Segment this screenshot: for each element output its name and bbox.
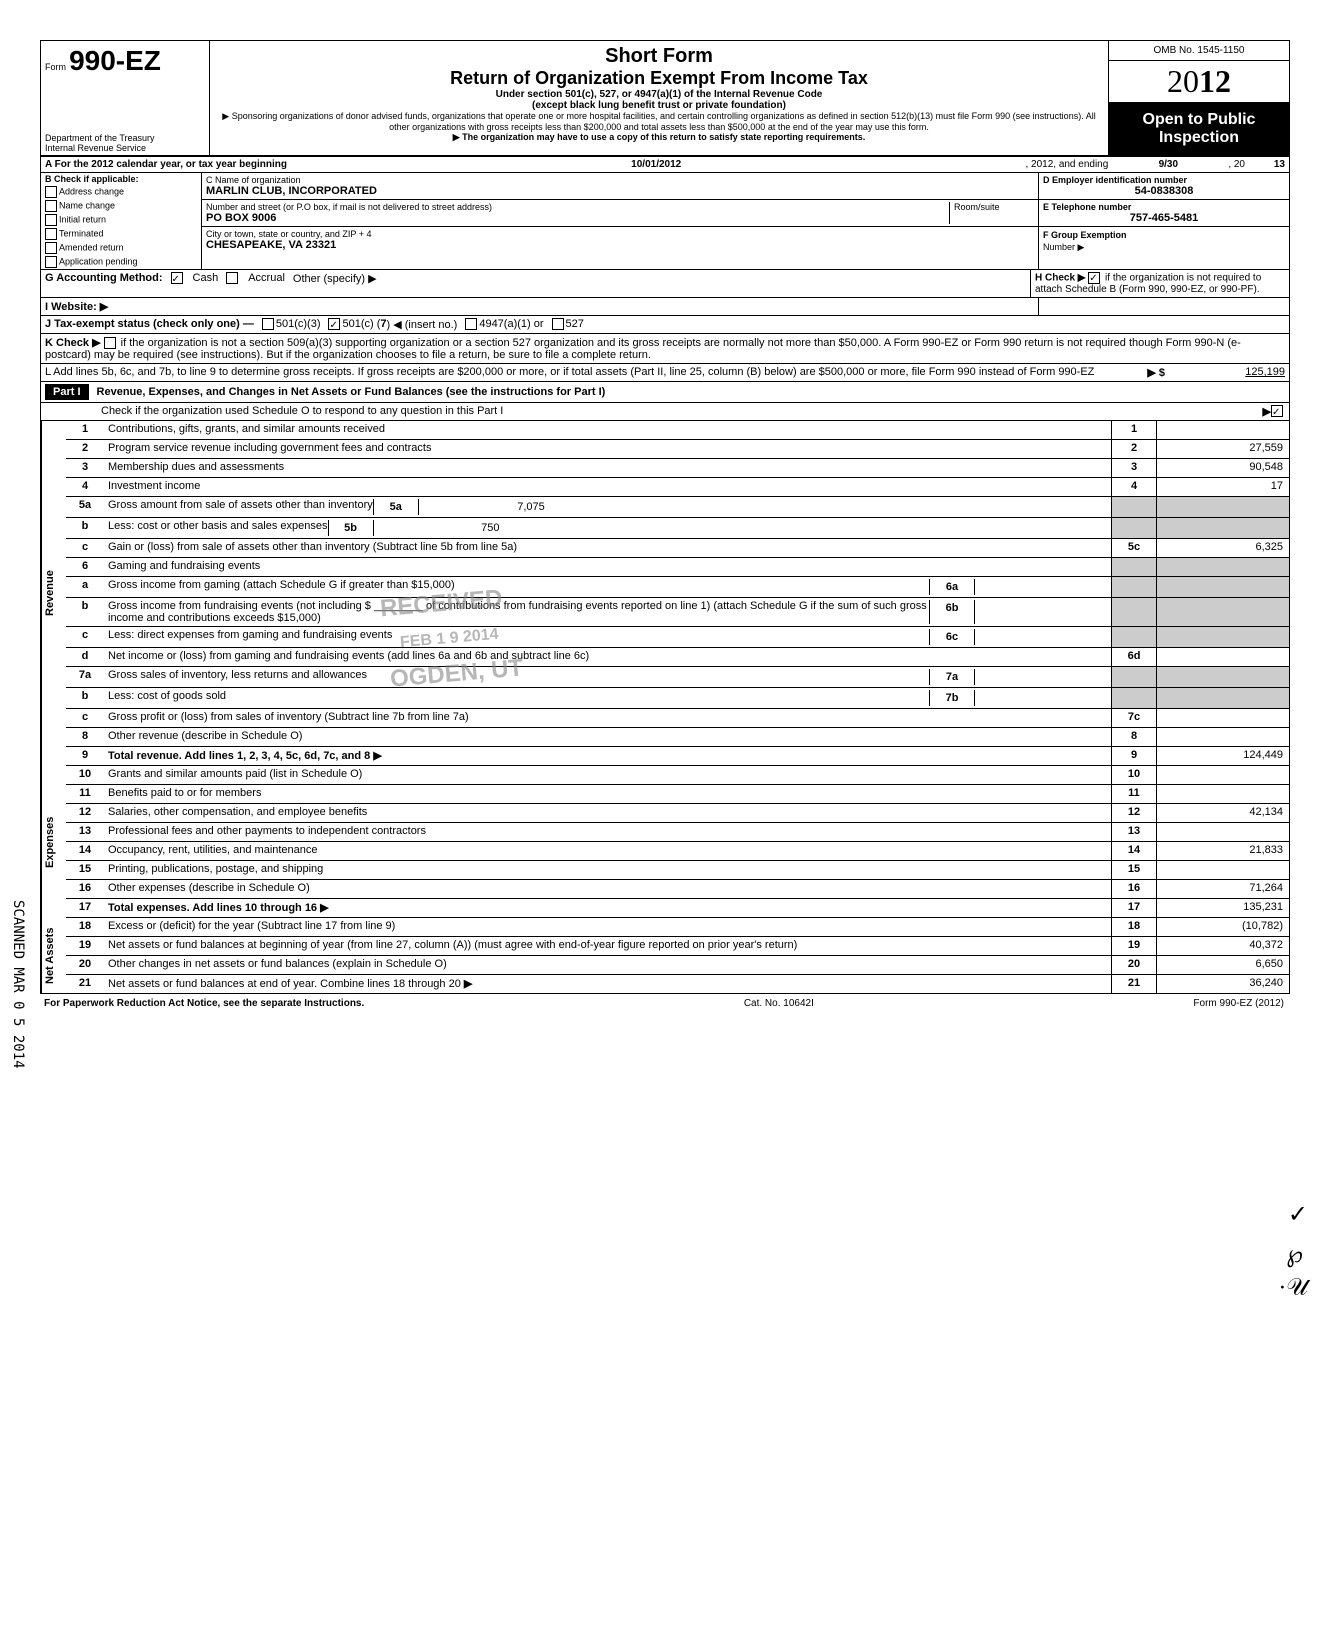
- subtitle2: (except black lung benefit trust or priv…: [214, 100, 1104, 111]
- return-title: Return of Organization Exempt From Incom…: [214, 68, 1104, 89]
- section-k-label: K Check ▶: [45, 337, 101, 349]
- ein: 54-0838308: [1043, 185, 1285, 197]
- right-col: D Employer identification number 54-0838…: [1038, 173, 1289, 269]
- cb-schedule-o[interactable]: [1271, 405, 1283, 417]
- city-label: City or town, state or country, and ZIP …: [206, 229, 1034, 239]
- end-year: 13: [1245, 159, 1285, 170]
- title-box: Short Form Return of Organization Exempt…: [210, 41, 1109, 155]
- paperwork-notice: For Paperwork Reduction Act Notice, see …: [44, 998, 364, 1009]
- section-a-label: A For the 2012 calendar year, or tax yea…: [45, 159, 287, 170]
- cb-4947[interactable]: [465, 318, 477, 330]
- cb-k[interactable]: [104, 337, 116, 349]
- room-label: Room/suite: [954, 202, 1034, 212]
- initial-u: ·𝒰: [1278, 1275, 1308, 1302]
- open-public: Open to Public Inspection: [1109, 103, 1289, 155]
- form-prefix: Form: [45, 62, 66, 72]
- cb-amended[interactable]: Amended return: [41, 241, 201, 255]
- cb-initial[interactable]: Initial return: [41, 213, 201, 227]
- netassets-section: Net Assets 18Excess or (deficit) for the…: [41, 918, 1289, 993]
- sponsor-note: ▶ Sponsoring organizations of donor advi…: [214, 111, 1104, 132]
- part1-check-text: Check if the organization used Schedule …: [101, 405, 503, 418]
- footer: For Paperwork Reduction Act Notice, see …: [40, 994, 1288, 1013]
- street: PO BOX 9006: [206, 212, 949, 224]
- cb-terminated[interactable]: Terminated: [41, 227, 201, 241]
- expenses-section: Expenses 10Grants and similar amounts pa…: [41, 766, 1289, 918]
- gh-row: G Accounting Method: Cash Accrual Other …: [41, 270, 1289, 298]
- tax-year: 20201212: [1109, 61, 1289, 103]
- short-form: Short Form: [214, 45, 1104, 68]
- form-number: 990-EZ: [69, 45, 161, 76]
- checkmark: ✓: [1288, 1200, 1308, 1229]
- l-row: L Add lines 5b, 6c, and 7b, to line 9 to…: [41, 364, 1289, 382]
- form-990ez: Form 990-EZ Department of the Treasury I…: [40, 40, 1290, 994]
- section-c-label: C Name of organization: [206, 175, 1034, 185]
- city: CHESAPEAKE, VA 23321: [206, 239, 1034, 251]
- section-i-label: I Website: ▶: [45, 301, 108, 313]
- section-l-text: L Add lines 5b, 6c, and 7b, to line 9 to…: [45, 366, 1147, 379]
- netassets-label: Net Assets: [41, 918, 66, 993]
- dept-box: Department of the Treasury Internal Reve…: [41, 131, 210, 155]
- section-c: C Name of organization MARLIN CLUB, INCO…: [202, 173, 1038, 269]
- section-a: A For the 2012 calendar year, or tax yea…: [41, 157, 1289, 173]
- omb-number: OMB No. 1545-1150: [1109, 41, 1289, 61]
- part1-label: Part I: [45, 384, 89, 400]
- initial-p: ℘: [1286, 1240, 1303, 1269]
- phone: 757-465-5481: [1043, 212, 1285, 224]
- k-row: K Check ▶ if the organization is not a s…: [41, 334, 1289, 364]
- section-k-text: if the organization is not a section 509…: [45, 337, 1241, 361]
- cb-pending[interactable]: Application pending: [41, 255, 201, 269]
- cb-501c[interactable]: [328, 318, 340, 330]
- form-footer: Form 990-EZ (2012): [1193, 998, 1284, 1009]
- revenue-label: Revenue: [41, 421, 66, 766]
- cat-number: Cat. No. 10642I: [744, 998, 814, 1009]
- cb-name[interactable]: Name change: [41, 199, 201, 213]
- section-j-label: J Tax-exempt status (check only one) —: [45, 318, 254, 331]
- i-row: I Website: ▶: [41, 298, 1289, 316]
- header: Form 990-EZ Department of the Treasury I…: [41, 41, 1289, 157]
- dept-irs: Internal Revenue Service: [45, 143, 205, 153]
- section-f-label2: Number ▶: [1043, 242, 1084, 252]
- cb-schedule-b[interactable]: [1088, 272, 1100, 284]
- expenses-label: Expenses: [41, 766, 66, 918]
- section-b: B Check if applicable: Address change Na…: [41, 173, 202, 269]
- section-b-label: B Check if applicable:: [41, 173, 201, 185]
- section-a-mid: , 2012, and ending: [1025, 159, 1108, 170]
- form-number-box: Form 990-EZ: [41, 41, 210, 131]
- part1-title: Revenue, Expenses, and Changes in Net As…: [97, 386, 606, 398]
- cb-accrual[interactable]: [226, 272, 238, 284]
- revenue-section: Revenue 1Contributions, gifts, grants, a…: [41, 421, 1289, 766]
- street-label: Number and street (or P.O box, if mail i…: [206, 202, 949, 212]
- end-month: 9/30: [1108, 159, 1228, 170]
- cb-cash[interactable]: [171, 272, 183, 284]
- cb-501c3[interactable]: [262, 318, 274, 330]
- cb-address[interactable]: Address change: [41, 185, 201, 199]
- dept-treasury: Department of the Treasury: [45, 133, 205, 143]
- begin-date: 10/01/2012: [287, 159, 1026, 170]
- subtitle1: Under section 501(c), 527, or 4947(a)(1)…: [214, 89, 1104, 100]
- copy-note: ▶ The organization may have to use a cop…: [214, 132, 1104, 143]
- section-h-label: H Check ▶: [1035, 273, 1085, 284]
- section-e-label: E Telephone number: [1043, 202, 1285, 212]
- org-name: MARLIN CLUB, INCORPORATED: [206, 185, 1034, 197]
- part1-header: Part I Revenue, Expenses, and Changes in…: [41, 382, 1289, 403]
- section-g-label: G Accounting Method:: [45, 272, 163, 295]
- l-amount: 125,199: [1165, 366, 1285, 379]
- scanned-side: SCANNED MAR 0 5 2014: [10, 900, 26, 1069]
- omb-box: OMB No. 1545-1150 20201212 Open to Publi…: [1109, 41, 1289, 155]
- section-d-label: D Employer identification number: [1043, 175, 1285, 185]
- cb-527[interactable]: [552, 318, 564, 330]
- part1-check-row: Check if the organization used Schedule …: [41, 403, 1289, 421]
- org-block: B Check if applicable: Address change Na…: [41, 173, 1289, 270]
- end-year-label: , 20: [1228, 159, 1245, 170]
- j-row: J Tax-exempt status (check only one) — 5…: [41, 316, 1289, 334]
- section-f-label: F Group Exemption: [1043, 230, 1127, 240]
